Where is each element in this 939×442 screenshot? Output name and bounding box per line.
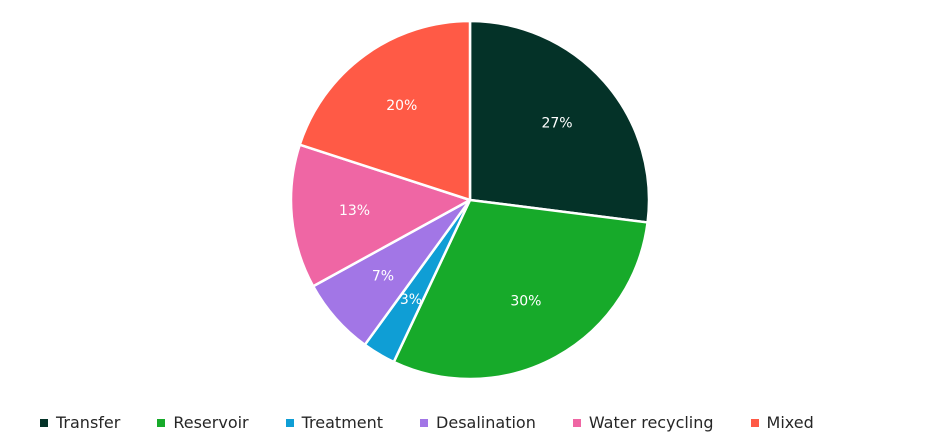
legend-label: Desalination [436, 413, 536, 432]
data-label-reservoir: 30% [510, 294, 541, 310]
legend-swatch [157, 419, 165, 427]
data-label-treatment: 3% [400, 292, 422, 308]
legend-item-desalination: Desalination [420, 413, 536, 432]
legend-label: Reservoir [173, 413, 248, 432]
legend-item-mixed: Mixed [751, 413, 814, 432]
legend-item-reservoir: Reservoir [157, 413, 248, 432]
chart-legend: Transfer Reservoir Treatment Desalination Wa… [40, 413, 814, 432]
data-label-desalination: 7% [372, 269, 394, 285]
legend-label: Treatment [302, 413, 383, 432]
pie-slices [291, 21, 649, 379]
data-label-transfer: 27% [541, 115, 572, 131]
legend-item-water-recycling: Water recycling [573, 413, 714, 432]
legend-swatch [40, 419, 48, 427]
legend-label: Water recycling [589, 413, 714, 432]
legend-item-transfer: Transfer [40, 413, 120, 432]
legend-label: Transfer [56, 413, 120, 432]
legend-swatch [286, 419, 294, 427]
legend-label: Mixed [767, 413, 814, 432]
data-label-water-recycling: 13% [339, 203, 370, 219]
legend-swatch [751, 419, 759, 427]
legend-item-treatment: Treatment [286, 413, 383, 432]
legend-swatch [420, 419, 428, 427]
legend-swatch [573, 419, 581, 427]
data-label-mixed: 20% [386, 98, 417, 114]
